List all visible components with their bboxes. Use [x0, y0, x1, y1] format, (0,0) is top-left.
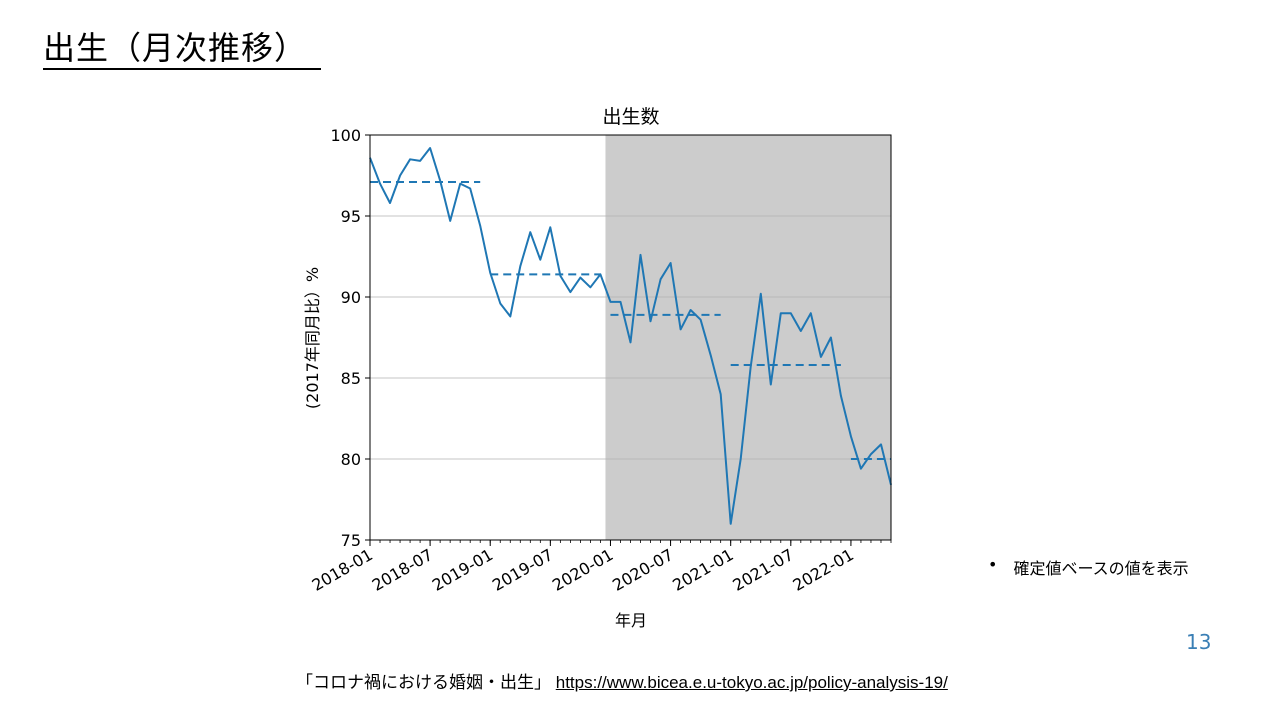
x-tick-label: 2021-07 [729, 545, 796, 595]
note-bullet: • [988, 555, 998, 574]
note-text: 確定値ベースの値を表示 [1013, 559, 1189, 578]
chart-title: 出生数 [602, 106, 659, 128]
covid-shaded-period [605, 135, 891, 540]
x-tick-label: 2018-01 [309, 545, 376, 595]
x-tick-label: 2019-07 [489, 545, 556, 595]
y-tick-label: 85 [341, 369, 361, 388]
slide-title: 出生（月次推移） [43, 28, 322, 70]
gridlines [370, 215, 891, 460]
y-tick-label: 75 [341, 531, 361, 550]
x-axis-label: 年月 [615, 611, 647, 630]
y-tick-label: 80 [341, 450, 361, 469]
note: • 確定値ベースの値を表示 [988, 555, 1189, 579]
y-axis: 75 80 85 90 95 100 [330, 126, 370, 550]
page-number: 13 [1186, 630, 1212, 654]
x-tick-label: 2021-01 [669, 545, 736, 595]
y-tick-label: 90 [341, 288, 361, 307]
y-tick-label: 100 [330, 126, 361, 145]
x-tick-label: 2020-01 [549, 545, 616, 595]
source-citation: 「コロナ禍における婚姻・出生」 https://www.bicea.e.u-to… [296, 668, 948, 693]
x-tick-label: 2018-07 [369, 545, 436, 595]
x-tick-label: 2020-07 [609, 545, 676, 595]
x-axis: 2018-012018-072019-012019-072020-012020-… [309, 540, 892, 595]
annual-average-lines [370, 180, 891, 460]
source-text: 「コロナ禍における婚姻・出生」 [296, 673, 551, 692]
source-link[interactable]: https://www.bicea.e.u-tokyo.ac.jp/policy… [555, 673, 948, 692]
series-line [369, 147, 892, 525]
x-tick-label: 2019-01 [429, 545, 496, 595]
x-tick-label: 2022-01 [790, 545, 857, 595]
y-tick-label: 95 [341, 207, 361, 226]
y-axis-label: (2017年同月比）% [303, 267, 322, 409]
